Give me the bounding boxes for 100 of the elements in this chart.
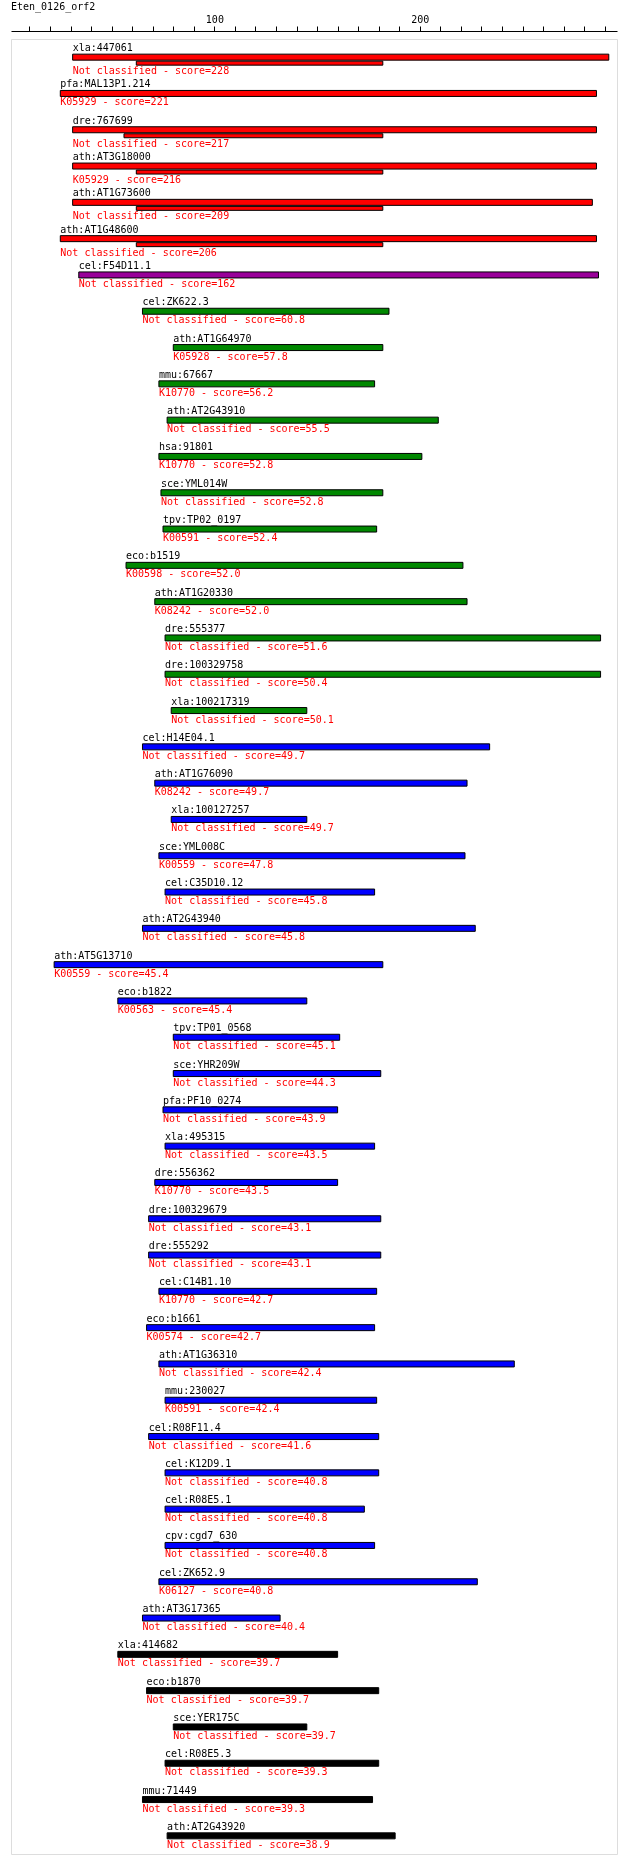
y-tick-label: pfa:PF10_0274 [163,1094,242,1107]
y-tick-label: cel:H14E04.1 [142,731,215,743]
annotation: Not classified - score=41.6 [148,1439,312,1451]
annotation: K00574 - score=42.7 [146,1330,261,1342]
annotation: Not classified - score=39.3 [165,1766,328,1778]
bar [172,1070,382,1078]
bar [148,1433,380,1441]
y-tick-label: ath:AT5G13710 [54,949,133,961]
y-tick-label: cel:R08F11.4 [148,1421,221,1433]
annotation: Not classified - score=39.7 [117,1657,281,1669]
annotation: Not classified - score=228 [72,65,230,77]
bar [141,1614,281,1622]
bar [117,1650,339,1658]
y-tick-label: eco:b1822 [117,985,173,997]
y-tick-label: hsa:91801 [158,441,214,453]
annotation: K00591 - score=42.4 [165,1403,280,1415]
annotation: Not classified - score=39.7 [173,1729,336,1741]
bar [158,380,376,388]
y-tick-label: xla:495315 [165,1131,226,1143]
annotation: Not classified - score=60.8 [142,314,306,326]
bar [154,1178,339,1186]
annotation: Not classified - score=39.7 [146,1693,310,1705]
bar [164,1142,376,1150]
y-tick-label: dre:767699 [72,114,133,126]
annotation: K05928 - score=57.8 [173,350,288,362]
x-tick-label: 200 [411,13,430,25]
y-tick-label: eco:b1661 [146,1312,201,1324]
annotation: Not classified - score=49.7 [142,749,306,761]
bar [154,598,468,606]
y-tick-label: cel:ZK652.9 [158,1566,226,1578]
bar [162,1106,339,1114]
annotation: K10770 - score=56.2 [158,386,274,398]
y-tick-label: cel:C35D10.12 [165,877,244,889]
y-tick-label: sce:YML008C [158,840,226,852]
y-tick-label: ath:AT2G43910 [167,405,246,417]
y-tick-label: xla:100127257 [171,804,250,816]
bar [141,307,390,315]
y-tick-label: mmu:71449 [142,1784,197,1796]
bar [164,1541,376,1549]
annotation: Not classified - score=45.8 [165,895,328,907]
annotation: K00598 - score=52.0 [126,568,241,580]
y-tick-label: sce:YML014W [160,477,229,489]
y-tick-label: xla:414682 [117,1639,179,1651]
annotation: K10770 - score=43.5 [154,1185,270,1197]
bar [166,1832,396,1840]
bar [170,815,308,823]
bar [53,961,384,969]
annotation: Not classified - score=45.1 [173,1040,336,1052]
y-tick-label: ath:AT2G43920 [167,1820,246,1832]
annotation: Not classified - score=40.8 [165,1512,328,1524]
annotation: Not classified - score=44.3 [173,1076,336,1088]
bar [162,525,378,533]
y-tick-label: dre:100329679 [148,1203,227,1215]
annotation: Not classified - score=49.7 [171,822,334,834]
annotation: Not classified - score=52.8 [160,495,324,507]
y-tick-label: ath:AT1G76090 [154,768,234,780]
annotation: Not classified - score=43.5 [165,1149,328,1161]
annotation: K05929 - score=216 [72,174,181,186]
annotation: K10770 - score=52.8 [158,459,274,471]
y-tick-label: dre:555377 [165,622,226,634]
bar [158,1578,478,1586]
annotation: Not classified - score=43.1 [148,1221,312,1233]
bar [158,452,423,460]
annotation: K08242 - score=52.0 [154,604,270,616]
y-tick-label: eco:b1519 [126,550,181,562]
y-tick-label: ath:AT1G36310 [158,1348,238,1360]
annotation: Not classified - score=42.4 [158,1366,322,1378]
bar [117,997,308,1005]
y-tick-label: eco:b1870 [146,1675,201,1687]
y-tick-label: ath:AT1G64970 [173,332,252,344]
y-tick-label: mmu:230027 [165,1385,226,1397]
bar [160,489,384,497]
bar [154,779,468,787]
y-tick-label: dre:556362 [154,1167,216,1179]
bar [158,1287,378,1295]
bar [158,1360,515,1368]
annotation: K00563 - score=45.4 [117,1003,233,1015]
y-tick-label: cel:R08E5.1 [165,1494,232,1506]
annotation: Not classified - score=40.8 [165,1475,328,1487]
bar [158,852,466,860]
y-tick-label: ath:AT2G43940 [142,913,221,925]
y-tick-label: pfa:MAL13P1.214 [60,78,151,90]
annotation: Not classified - score=43.9 [163,1112,326,1124]
bar [164,634,602,642]
annotation: K00559 - score=45.4 [54,967,169,979]
bar [164,670,602,678]
bar [141,743,491,751]
annotation: K10770 - score=42.7 [158,1294,274,1306]
y-tick-label: dre:555292 [148,1240,209,1252]
annotation: Not classified - score=50.4 [165,677,328,689]
bar [141,924,476,932]
annotation: Not classified - score=50.1 [171,713,334,725]
annotation: Not classified - score=162 [78,277,236,289]
y-tick-label: cel:K12D9.1 [165,1457,232,1469]
y-tick-label: mmu:67667 [158,368,214,380]
annotation: Not classified - score=38.9 [167,1838,330,1850]
y-tick-label: xla:100217319 [171,695,250,707]
annotation: Not classified - score=217 [72,137,230,149]
y-tick-label: ath:AT3G18000 [72,151,151,163]
y-tick-label: ath:AT1G48600 [60,223,139,235]
